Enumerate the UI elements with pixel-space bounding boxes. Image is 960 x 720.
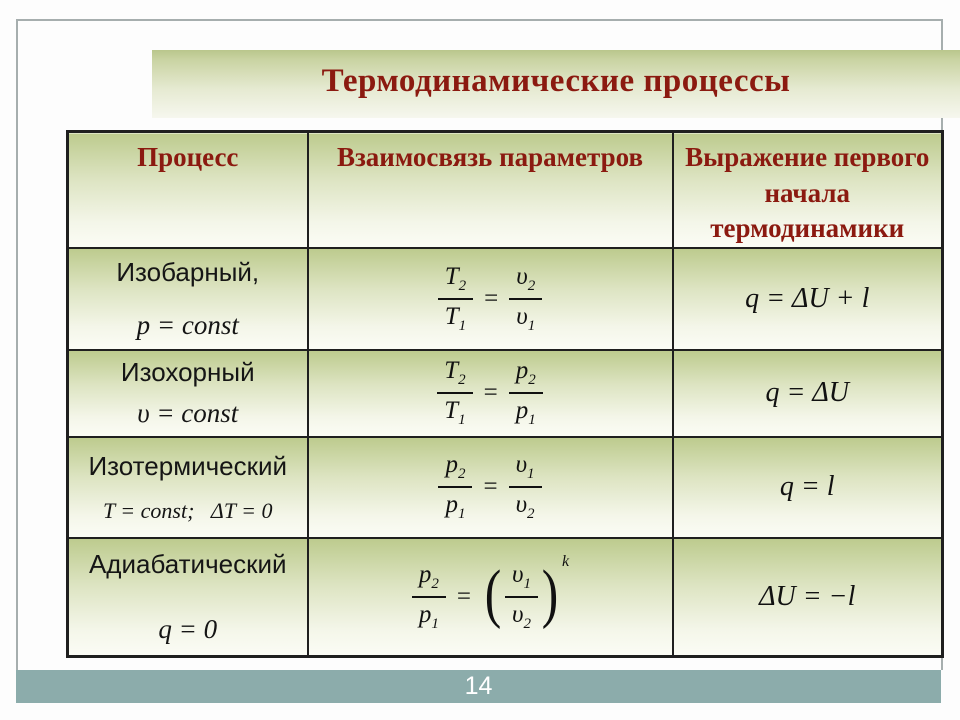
first-law-cell: q = ΔU <box>671 348 944 438</box>
equals-sign: = <box>483 473 498 501</box>
table-header-row: Процесс Взаимосвязь параметров Выражение… <box>66 130 944 249</box>
first-law-formula: q = ΔU <box>765 377 850 409</box>
first-law-formula: q = l <box>779 471 835 503</box>
process-condition: T = const; ΔT = 0 <box>102 497 273 523</box>
process-name: Изохорный <box>120 357 255 388</box>
process-cell: Изотермический T = const; ΔT = 0 <box>66 435 309 539</box>
process-table: Процесс Взаимосвязь параметров Выражение… <box>66 130 944 659</box>
page-number-bar: 14 <box>16 670 941 703</box>
slide-title: Термодинамические процессы <box>321 63 791 99</box>
col-header-first-law: Выражение первого начала термодинамики <box>671 130 944 249</box>
first-law-cell: q = l <box>671 435 944 539</box>
col-header-relation: Взаимосвязь параметров <box>306 130 674 249</box>
relation-formula: p2 p1 = υ1 υ2 <box>438 451 542 523</box>
table-row-isobaric: Изобарный, p = const T2 T1 = υ2 υ1 q <box>66 246 944 351</box>
fraction-rhs: υ1 υ2 <box>508 451 542 523</box>
first-law-formula: ΔU = −l <box>759 581 856 613</box>
process-condition: p = const <box>136 309 239 340</box>
process-name: Изобарный, <box>116 256 260 287</box>
process-condition: υ = const <box>137 398 239 429</box>
page-number: 14 <box>464 672 493 700</box>
first-law-formula: q = ΔU + l <box>745 282 870 314</box>
relation-formula: p2 p1 = ( υ1 υ2 ) k <box>411 553 569 633</box>
relation-cell: T2 T1 = υ2 υ1 <box>306 246 674 351</box>
relation-cell: p2 p1 = υ1 υ2 <box>306 435 674 539</box>
process-name: Адиабатический <box>88 549 287 580</box>
relation-formula: T2 T1 = υ2 υ1 <box>437 263 543 335</box>
fraction-lhs: p2 p1 <box>438 451 473 523</box>
process-cell: Изохорный υ = const <box>66 348 309 438</box>
fraction-lhs: T2 T1 <box>437 263 474 335</box>
relation-cell: p2 p1 = ( υ1 υ2 ) k <box>306 536 674 658</box>
fraction-lhs: p2 p1 <box>411 561 446 633</box>
process-cell: Изобарный, p = const <box>66 246 309 351</box>
equals-sign: = <box>484 284 499 312</box>
table-row-isochoric: Изохорный υ = const T2 T1 = p2 p1 q <box>66 348 944 438</box>
process-cell: Адиабатический q = 0 <box>66 536 309 658</box>
equals-sign: = <box>456 583 472 611</box>
exponent: k <box>561 553 570 571</box>
fraction-lhs: T2 T1 <box>437 357 473 429</box>
relation-formula: T2 T1 = p2 p1 <box>437 357 543 429</box>
col-header-process: Процесс <box>66 130 309 249</box>
relation-cell: T2 T1 = p2 p1 <box>306 348 674 438</box>
table-row-adiabatic: Адиабатический q = 0 p2 p1 = ( υ1 υ2 ) <box>66 536 944 658</box>
table-row-isothermal: Изотермический T = const; ΔT = 0 p2 p1 =… <box>66 435 944 539</box>
process-name: Изотермический <box>88 450 288 481</box>
first-law-cell: ΔU = −l <box>671 536 944 658</box>
equals-sign: = <box>483 379 498 407</box>
fraction-rhs: υ2 υ1 <box>509 263 543 335</box>
first-law-cell: q = ΔU + l <box>671 246 944 351</box>
title-band: Термодинамические процессы <box>152 50 960 118</box>
fraction-rhs: υ1 υ2 <box>505 561 538 633</box>
process-condition: q = 0 <box>158 614 218 645</box>
fraction-rhs: p2 p1 <box>508 357 543 429</box>
